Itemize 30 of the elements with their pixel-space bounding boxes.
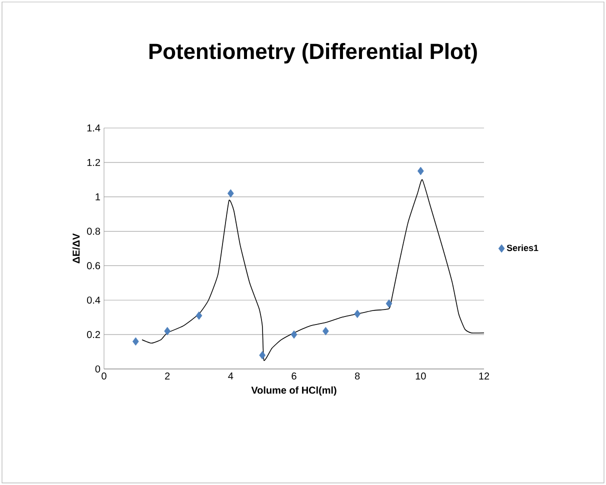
y-axis-title: ΔE/ΔV: [72, 233, 80, 264]
point: [132, 337, 139, 346]
x-tick-label: 12: [479, 372, 490, 380]
point: [259, 351, 266, 360]
y-tick-label: 1.4: [87, 124, 100, 132]
point: [164, 326, 171, 336]
y-tick-label: 1: [96, 193, 100, 200]
point: [196, 311, 202, 320]
x-tick-label: 4: [228, 372, 234, 380]
x-tick-label: 0: [102, 372, 106, 380]
y-tick-label: 0.4: [87, 296, 100, 304]
x-tick-label: 2: [165, 372, 170, 380]
point: [227, 189, 234, 198]
x-tick-label: 8: [355, 372, 360, 380]
point: [290, 330, 298, 339]
y-tick-label: 0.2: [87, 331, 100, 338]
chart-title: Potentiometry (Differential Plot): [149, 43, 477, 64]
point: [354, 310, 361, 318]
x-axis-title: Volume of HCl(ml): [251, 386, 336, 396]
point: [322, 326, 329, 336]
y-tick-label: 0.8: [87, 228, 100, 235]
x-tick-label: 10: [416, 372, 426, 380]
point: [417, 166, 424, 176]
legend-label: Series1: [506, 244, 538, 252]
y-tick-label: 0.6: [87, 262, 100, 270]
point: [386, 299, 392, 308]
x-tick-label: 6: [292, 372, 296, 380]
y-tick-label: 0: [95, 365, 100, 373]
y-tick-label: 1.2: [87, 158, 100, 166]
line-series: [142, 179, 484, 361]
